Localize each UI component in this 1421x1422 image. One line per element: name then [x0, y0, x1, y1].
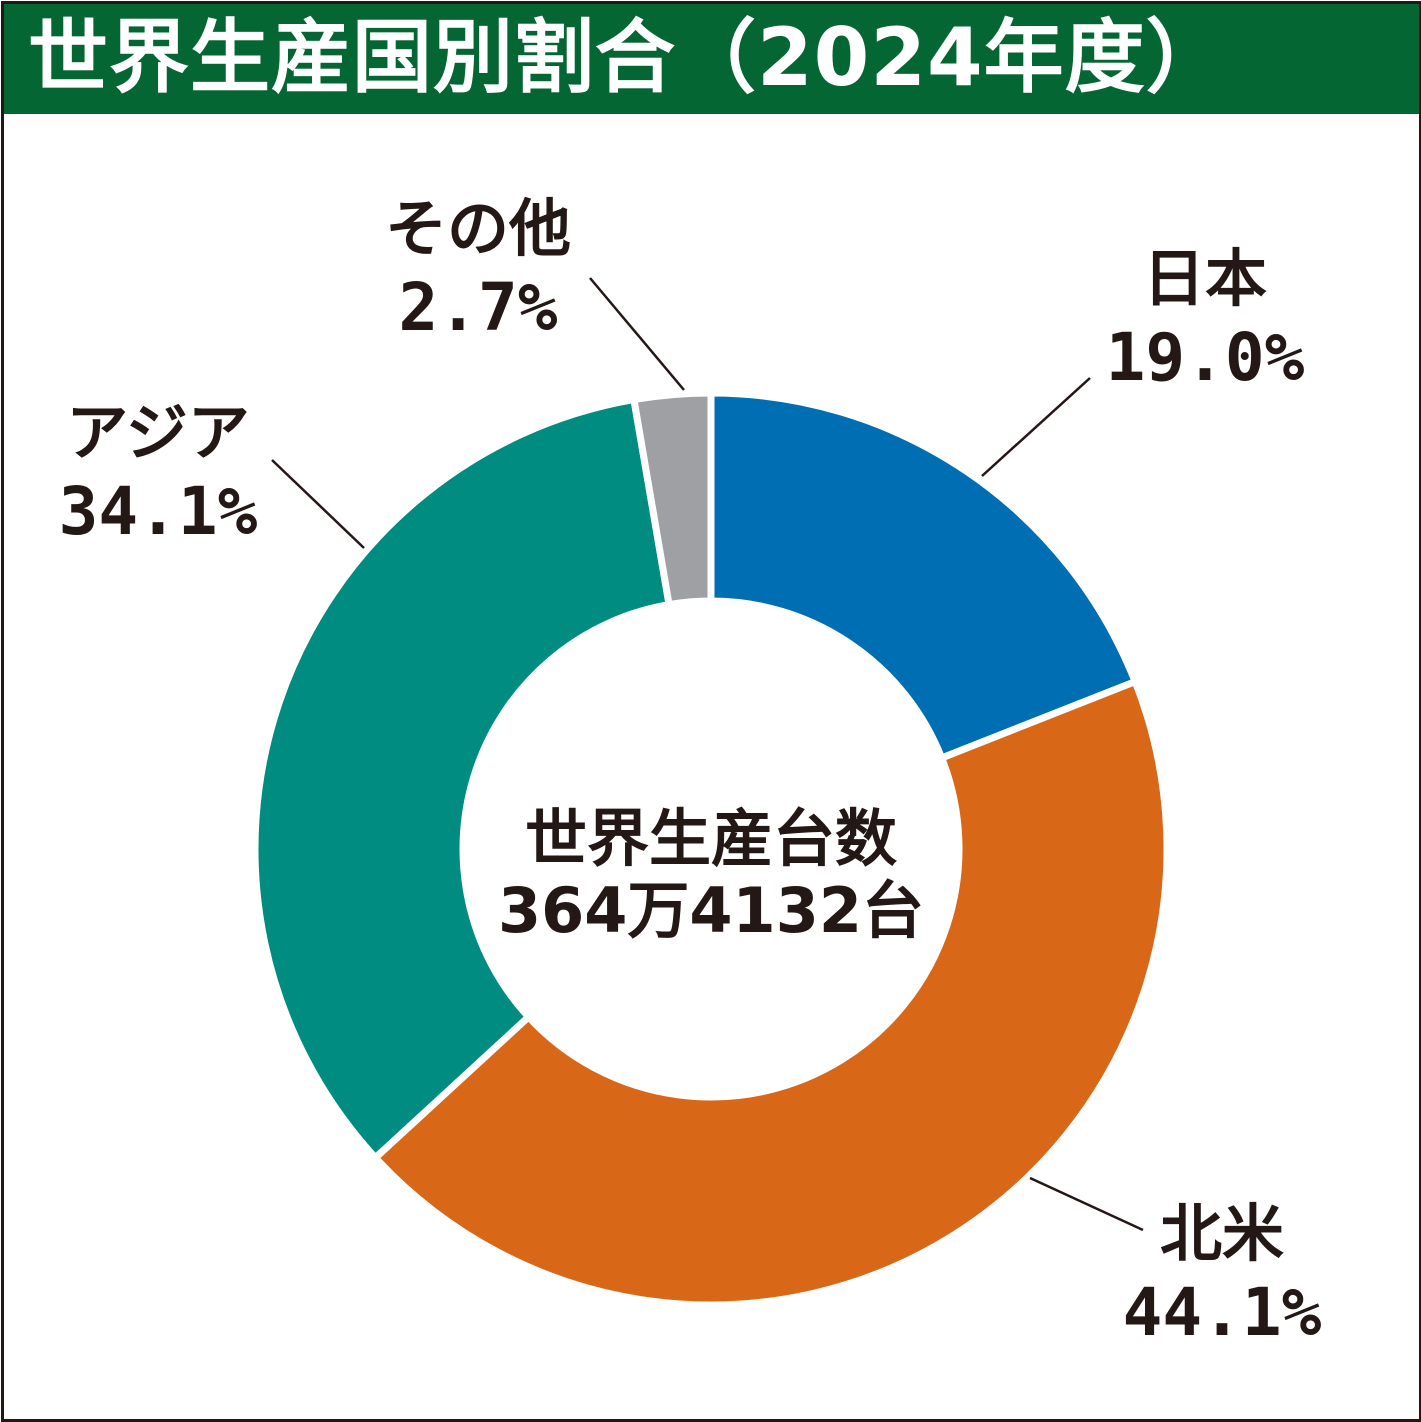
center-label-total: 364万4132台 — [498, 874, 924, 947]
leader-line-1 — [981, 377, 1091, 477]
slice-label-3: アジア — [66, 396, 250, 469]
slice-label-1: 日本 — [1143, 242, 1267, 315]
slice-value-label-4: 2.7% — [399, 269, 558, 346]
slice-value-label-3: 34.1% — [59, 473, 258, 550]
slices-group — [251, 389, 1171, 1309]
slice-2 — [370, 677, 1171, 1309]
slice-label-2: 北米 — [1160, 1197, 1284, 1270]
leader-line-3 — [271, 459, 365, 549]
slice-4 — [629, 389, 715, 609]
leader-line-2 — [1029, 1176, 1144, 1232]
center-label-title: 世界生産台数 — [525, 802, 897, 875]
slice-value-label-2: 44.1% — [1123, 1274, 1322, 1351]
title-bar: 世界生産国別割合（2024年度） — [2, 2, 1419, 114]
slice-label-4: その他 — [385, 192, 571, 265]
slice-3 — [251, 395, 674, 1163]
leader-line-4 — [589, 277, 685, 391]
chart-title: 世界生産国別割合（2024年度） — [28, 11, 1227, 104]
leader-lines-group — [271, 277, 1144, 1232]
slice-value-label-1: 19.0% — [1106, 319, 1305, 396]
slice-1 — [707, 389, 1140, 763]
center-label: 世界生産台数 364万4132台 — [498, 802, 924, 947]
